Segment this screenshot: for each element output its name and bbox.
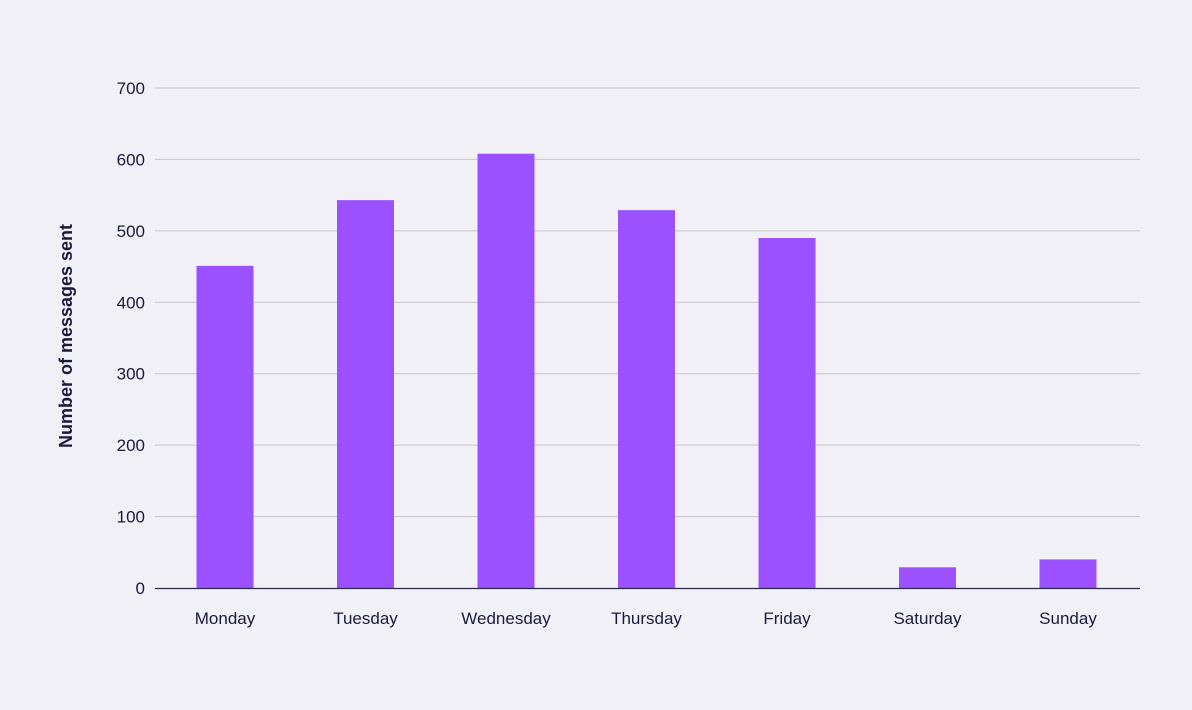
- y-axis-title: Number of messages sent: [56, 224, 76, 448]
- y-tick-label: 700: [117, 79, 145, 98]
- x-tick-label: Wednesday: [461, 609, 551, 628]
- bar-saturday: [899, 567, 956, 588]
- bar-monday: [196, 265, 254, 588]
- bar-tuesday: [337, 200, 394, 588]
- x-tick-label: Saturday: [893, 609, 962, 628]
- y-tick-label: 600: [117, 150, 145, 169]
- y-tick-label: 500: [117, 222, 145, 241]
- bar-friday: [758, 238, 816, 588]
- x-tick-label: Tuesday: [333, 609, 398, 628]
- y-tick-label: 200: [117, 436, 145, 455]
- y-tick-label: 0: [136, 579, 145, 598]
- y-tick-labels: 0 100 200 300 400 500 600 700: [117, 79, 145, 598]
- y-tick-label: 400: [117, 293, 145, 312]
- bar-wednesday: [477, 153, 535, 588]
- y-tick-label: 100: [117, 508, 145, 527]
- x-tick-label: Friday: [763, 609, 811, 628]
- bars: [196, 153, 1097, 588]
- x-tick-label: Thursday: [611, 609, 682, 628]
- x-tick-labels: Monday Tuesday Wednesday Thursday Friday Satu…: [195, 609, 1098, 628]
- bar-sunday: [1039, 559, 1097, 588]
- bar-thursday: [618, 210, 675, 588]
- x-tick-label: Monday: [195, 609, 256, 628]
- y-tick-label: 300: [117, 365, 145, 384]
- x-tick-label: Sunday: [1039, 609, 1097, 628]
